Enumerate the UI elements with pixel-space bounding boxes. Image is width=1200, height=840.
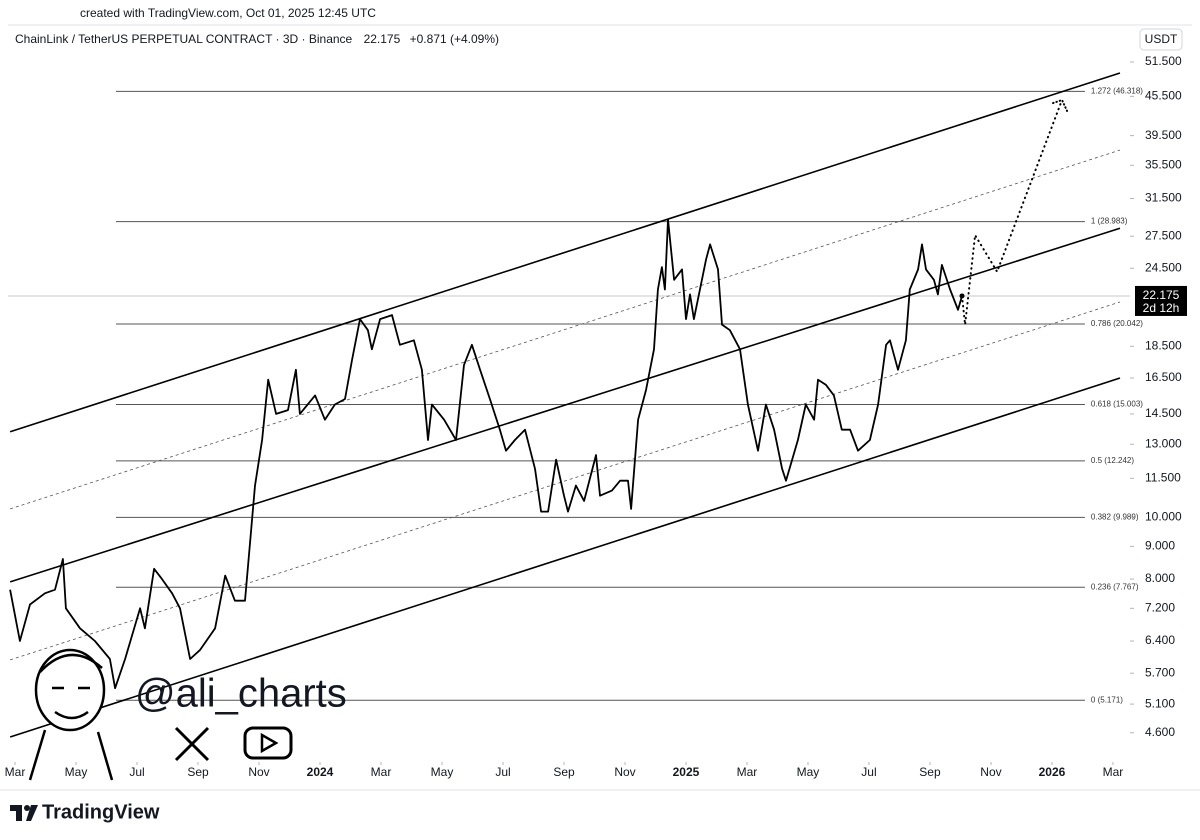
x-tick-label: Jul	[495, 765, 510, 779]
y-tick-label: 51.500	[1145, 54, 1182, 68]
y-tick-label: 35.500	[1145, 157, 1182, 171]
change: +0.871 (+4.09%)	[410, 32, 499, 46]
y-tick-label: 18.500	[1145, 338, 1182, 352]
plot: 51.500 45.500 39.500 35.500 31.500 27.500 24.5…	[5, 54, 1187, 779]
y-tick-label: 31.500	[1145, 191, 1182, 205]
x-icon[interactable]	[174, 726, 210, 762]
x-tick-label: Sep	[553, 765, 575, 779]
y-tick-label: 27.500	[1145, 228, 1182, 242]
youtube-icon[interactable]	[243, 726, 293, 760]
symbol-title: ChainLink / TetherUS PERPETUAL CONTRACT …	[15, 32, 499, 46]
y-tick-label: 8.000	[1145, 571, 1175, 585]
x-tick-label: Mar	[737, 765, 758, 779]
x-tick-label: May	[65, 765, 88, 779]
brand-logo	[10, 805, 38, 821]
y-tick-label: 13.000	[1145, 436, 1182, 450]
y-tick-label: 10.000	[1145, 509, 1182, 523]
y-tick-label: 5.700	[1145, 665, 1175, 679]
channel-line	[9, 72, 1121, 433]
y-tick-label: 45.500	[1145, 89, 1182, 103]
y-tick-label: 5.100	[1145, 696, 1175, 710]
x-tick-label: Sep	[919, 765, 941, 779]
x-tick-label: Mar	[1103, 765, 1124, 779]
y-tick-label: 9.000	[1145, 539, 1175, 553]
y-tick-label: 6.400	[1145, 633, 1175, 647]
avatar	[28, 648, 114, 781]
price-tag-countdown: 2d 12h	[1143, 301, 1180, 315]
channel-midline	[10, 149, 1121, 510]
x-tick-label: Nov	[248, 765, 269, 779]
y-tick-label: 16.500	[1145, 370, 1182, 384]
currency-box[interactable]	[1139, 28, 1183, 51]
brand: TradingView	[42, 801, 160, 823]
y-tick-label: 24.500	[1145, 260, 1182, 274]
fib-label: 0.618 (15.003)	[1091, 400, 1143, 409]
y-tick-label: 39.500	[1145, 128, 1182, 142]
x-tick-label: 2026	[1039, 765, 1066, 779]
y-tick-label: 4.600	[1145, 725, 1175, 739]
currency: USDT	[1145, 32, 1178, 46]
x-tick-label: Jul	[129, 765, 144, 779]
x-tick-label: Nov	[614, 765, 635, 779]
last-point	[959, 293, 965, 299]
x-tick-label: 2025	[673, 765, 700, 779]
channel-midline	[10, 301, 1121, 661]
created-note: created with TradingView.com, Oct 01, 20…	[80, 6, 376, 20]
x-tick-label: 2024	[307, 765, 334, 779]
channel-line	[9, 377, 1121, 738]
last-price: 22.175	[364, 32, 401, 46]
fib-label: 0.5 (12.242)	[1091, 456, 1134, 465]
y-tick-label: 11.500	[1145, 470, 1181, 484]
x-tick-label: May	[431, 765, 454, 779]
fib-label: 0 (5.171)	[1091, 695, 1123, 704]
x-tick-label: Nov	[980, 765, 1001, 779]
x-tick-label: Sep	[187, 765, 209, 779]
x-tick-label: Jul	[861, 765, 876, 779]
y-tick-label: 7.200	[1145, 601, 1175, 615]
x-tick-label: Mar	[371, 765, 392, 779]
price-tag-value: 22.175	[1143, 288, 1180, 302]
projection-arrowhead	[1052, 98, 1070, 115]
fib-label: 1.272 (46.318)	[1091, 87, 1143, 96]
price-line	[9, 218, 963, 690]
fib-label: 1 (28.983)	[1091, 217, 1128, 226]
title: ChainLink / TetherUS PERPETUAL CONTRACT …	[15, 32, 353, 46]
x-tick-label: Mar	[5, 765, 26, 779]
y-tick-label: 14.500	[1145, 406, 1182, 420]
fib-label: 0.786 (20.042)	[1091, 319, 1143, 328]
fib-label: 0.236 (7.767)	[1091, 582, 1139, 591]
x-tick-label: May	[797, 765, 820, 779]
fib-label: 0.382 (9.989)	[1091, 513, 1139, 522]
watermark: @ali_charts	[135, 672, 347, 716]
price-tag	[1135, 285, 1187, 316]
projection-path	[961, 99, 1063, 325]
